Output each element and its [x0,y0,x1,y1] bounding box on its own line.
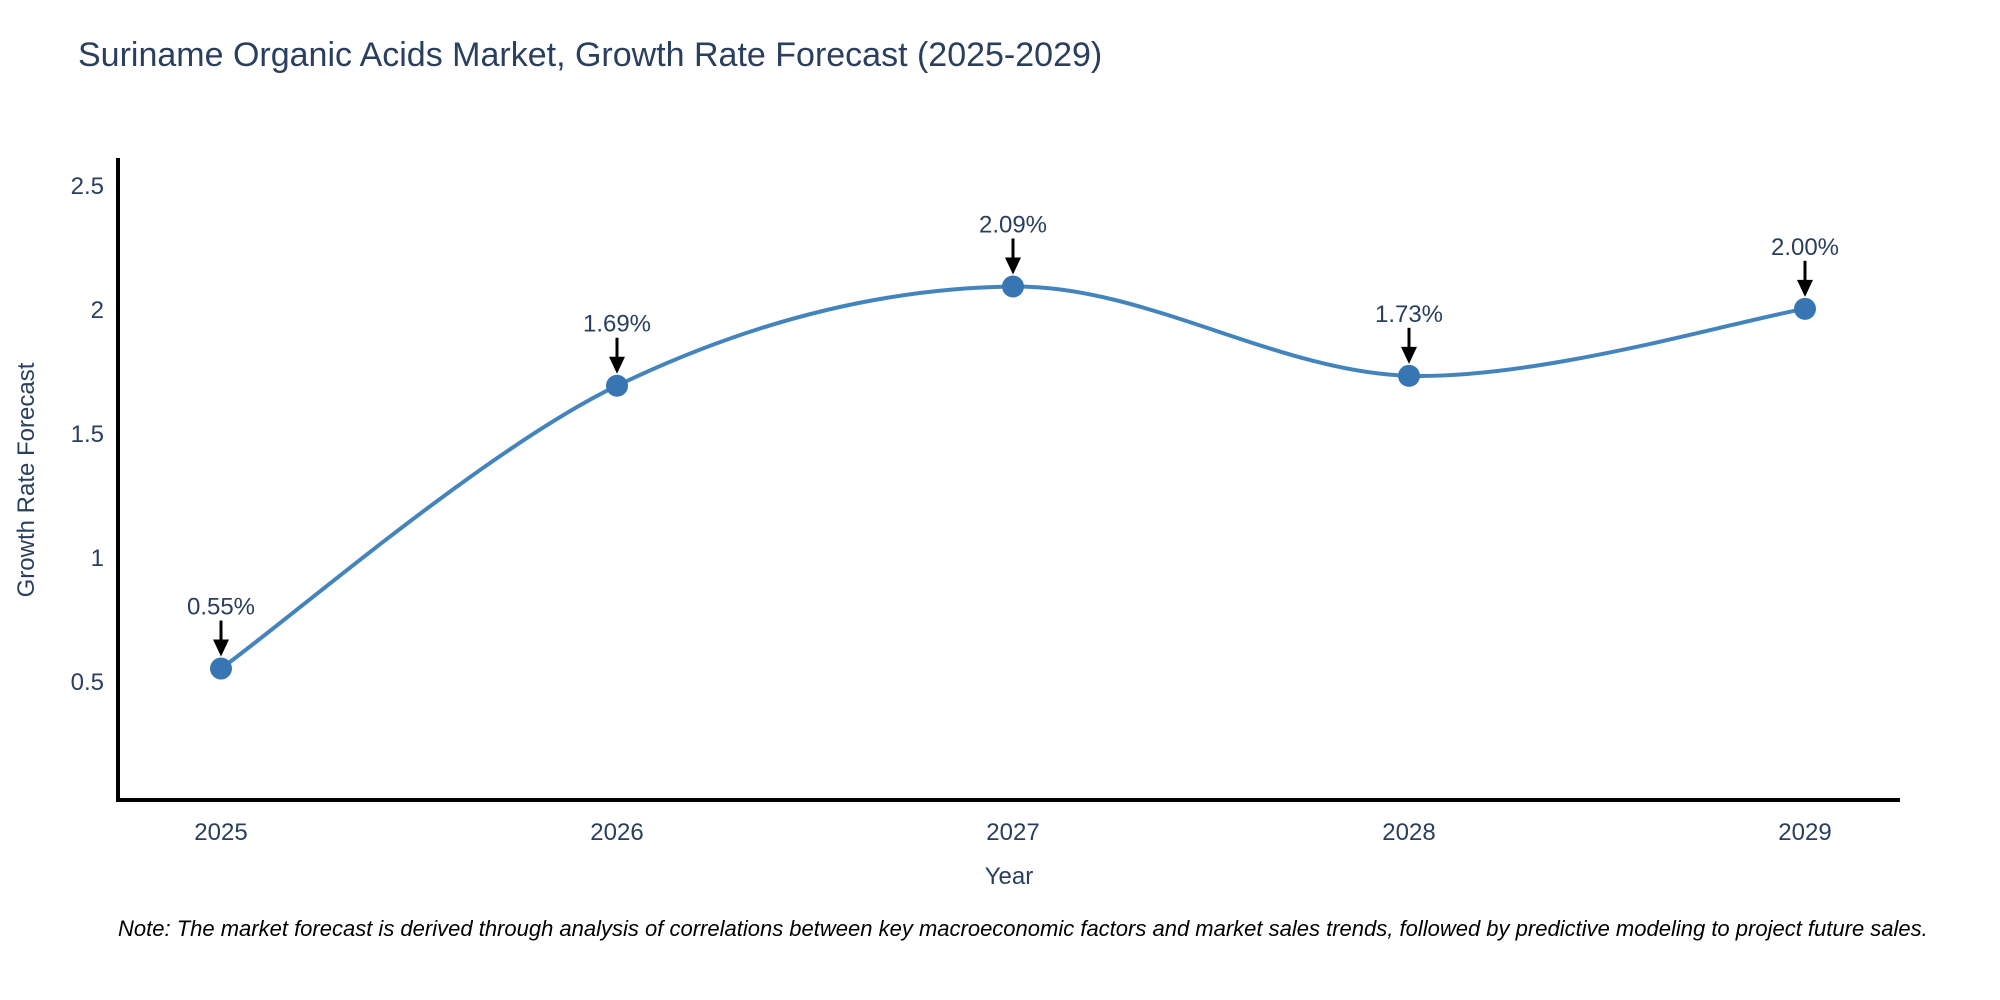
x-axis-tick-labels: 2025 2026 2027 2028 2029 [194,819,1831,846]
y-axis-tick-labels: 0.5 1 1.5 2 2.5 [71,173,104,696]
x-tick-label: 2025 [194,819,247,846]
x-axis-title: Year [985,863,1034,890]
y-axis-title: Growth Rate Forecast [13,362,40,597]
y-tick-label: 1 [91,545,104,572]
annotation-arrowhead-icon [1401,346,1417,364]
data-point-value-label: 2.00% [1771,234,1839,261]
y-tick-label: 0.5 [71,669,104,696]
x-tick-label: 2026 [590,819,643,846]
x-tick-label: 2028 [1382,819,1435,846]
annotation-arrowhead-icon [609,356,625,374]
data-point-marker[interactable] [1398,364,1420,387]
y-tick-label: 2 [91,297,104,324]
data-point-marker[interactable] [1794,297,1816,320]
data-point-marker[interactable] [606,374,628,397]
data-point-marker[interactable] [1002,275,1024,298]
x-tick-label: 2029 [1778,819,1831,846]
data-point-value-label: 1.73% [1375,301,1443,328]
data-point-markers [210,275,1816,680]
data-point-annotations: 0.55% 1.69% 2.09% 1.73% 2.00% [187,212,1839,657]
y-tick-label: 2.5 [71,173,104,200]
data-point-value-label: 2.09% [979,212,1047,239]
data-point-value-label: 0.55% [187,594,255,621]
y-tick-label: 1.5 [71,421,104,448]
series-line [219,284,1807,671]
annotation-arrowhead-icon [1005,257,1021,275]
footnote: Note: The market forecast is derived thr… [118,916,1928,941]
chart-title: Suriname Organic Acids Market, Growth Ra… [78,36,1103,74]
annotation-arrowhead-icon [213,639,229,657]
x-tick-label: 2027 [986,819,1039,846]
data-point-marker[interactable] [210,657,232,680]
annotation-arrowhead-icon [1797,279,1813,297]
data-point-value-label: 1.69% [583,311,651,338]
